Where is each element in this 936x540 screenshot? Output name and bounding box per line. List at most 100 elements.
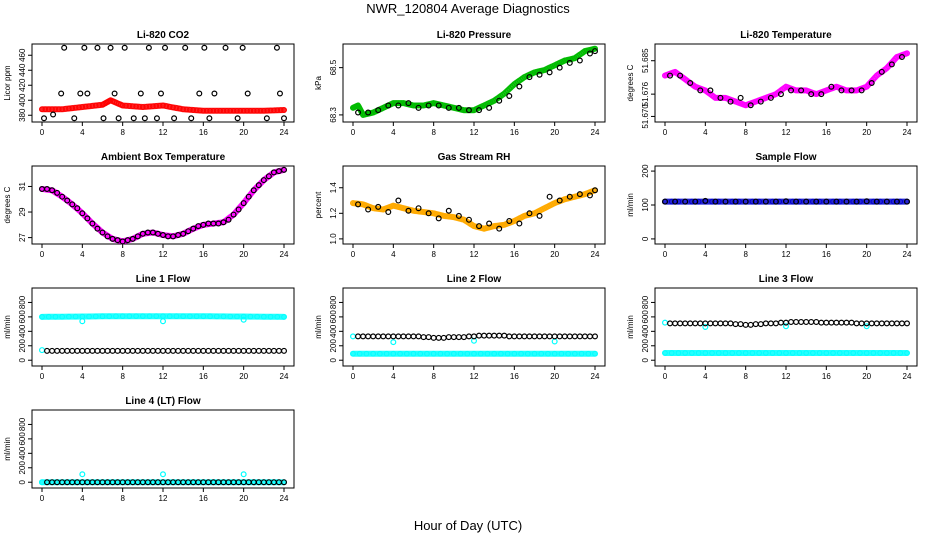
data-point — [74, 347, 81, 354]
data-point — [749, 198, 756, 205]
data-point — [757, 98, 764, 105]
x-tick-label: 8 — [431, 128, 436, 137]
data-point — [782, 198, 789, 205]
series-2 — [355, 48, 598, 116]
data-point — [250, 187, 257, 194]
data-point — [873, 320, 880, 327]
data-point — [810, 350, 816, 356]
data-point — [732, 198, 739, 205]
data-point — [165, 347, 172, 354]
data-point — [365, 109, 372, 116]
data-point — [732, 321, 739, 328]
data-point — [501, 332, 508, 339]
data-point — [561, 333, 568, 340]
data-point — [752, 321, 759, 328]
data-point — [54, 347, 61, 354]
data-point — [119, 313, 126, 319]
data-point — [206, 115, 213, 122]
data-point — [511, 333, 518, 340]
x-tick-label: 0 — [663, 372, 668, 381]
data-point — [469, 107, 476, 113]
y-tick-label: 600 — [329, 310, 338, 324]
data-point — [440, 334, 447, 341]
data-point — [457, 350, 464, 357]
data-point — [893, 320, 900, 327]
data-point — [853, 198, 860, 205]
data-point — [124, 347, 131, 354]
data-point — [200, 347, 207, 354]
x-tick-label: 16 — [199, 494, 208, 503]
x-tick-label: 8 — [431, 372, 436, 381]
data-point — [89, 103, 96, 109]
data-point — [890, 350, 897, 356]
data-point — [59, 193, 66, 200]
data-point — [383, 350, 390, 357]
x-tick-label: 20 — [550, 250, 559, 259]
series-2 — [667, 53, 905, 109]
data-point — [833, 319, 840, 326]
series-3 — [44, 479, 288, 486]
data-point — [546, 333, 553, 340]
data-point — [729, 198, 736, 205]
data-point — [59, 106, 65, 113]
data-point — [762, 198, 769, 205]
data-point — [375, 203, 382, 210]
data-point — [576, 191, 583, 198]
data-point — [240, 471, 247, 478]
data-point — [94, 347, 101, 354]
data-point — [52, 106, 59, 113]
data-point — [585, 350, 592, 357]
data-point — [244, 90, 251, 97]
x-tick-label: 12 — [159, 250, 168, 259]
data-point — [425, 210, 432, 217]
data-point — [277, 107, 284, 113]
data-point — [538, 350, 545, 357]
data-point — [197, 107, 203, 114]
x-tick-label: 24 — [591, 372, 600, 381]
data-point — [395, 333, 402, 340]
data-point — [717, 320, 724, 327]
data-point — [264, 107, 270, 114]
data-point — [42, 106, 49, 113]
x-tick-label: 12 — [159, 372, 168, 381]
data-point — [170, 104, 176, 111]
data-point — [816, 198, 823, 205]
y-axis-label: ml/min — [3, 437, 12, 461]
data-point — [267, 313, 274, 320]
data-point — [99, 313, 106, 320]
data-point — [788, 87, 795, 94]
data-point — [193, 107, 200, 114]
data-point — [692, 320, 699, 327]
data-point — [137, 90, 144, 97]
data-point — [79, 318, 86, 325]
series-1 — [39, 97, 287, 114]
x-tick-label: 24 — [591, 250, 600, 259]
data-point — [504, 87, 511, 94]
data-point — [171, 115, 178, 122]
data-point — [592, 350, 598, 357]
data-point — [58, 90, 65, 97]
data-point — [883, 198, 890, 205]
data-point — [365, 206, 372, 213]
data-point — [240, 316, 247, 323]
data-point — [486, 220, 493, 227]
data-point — [254, 107, 260, 114]
x-tick-label: 0 — [351, 372, 356, 381]
data-point — [476, 107, 483, 114]
data-point — [455, 212, 462, 219]
data-point — [355, 333, 362, 340]
data-point — [836, 350, 843, 356]
data-point — [712, 320, 719, 327]
data-point — [44, 347, 51, 354]
data-point — [803, 318, 810, 325]
data-point — [476, 223, 483, 230]
data-point — [129, 235, 136, 242]
data-point — [818, 91, 825, 98]
x-tick-label: 12 — [782, 372, 791, 381]
data-point — [715, 350, 722, 356]
data-point — [572, 350, 578, 357]
data-point — [471, 350, 477, 357]
data-point — [498, 350, 504, 357]
data-point — [823, 350, 830, 356]
